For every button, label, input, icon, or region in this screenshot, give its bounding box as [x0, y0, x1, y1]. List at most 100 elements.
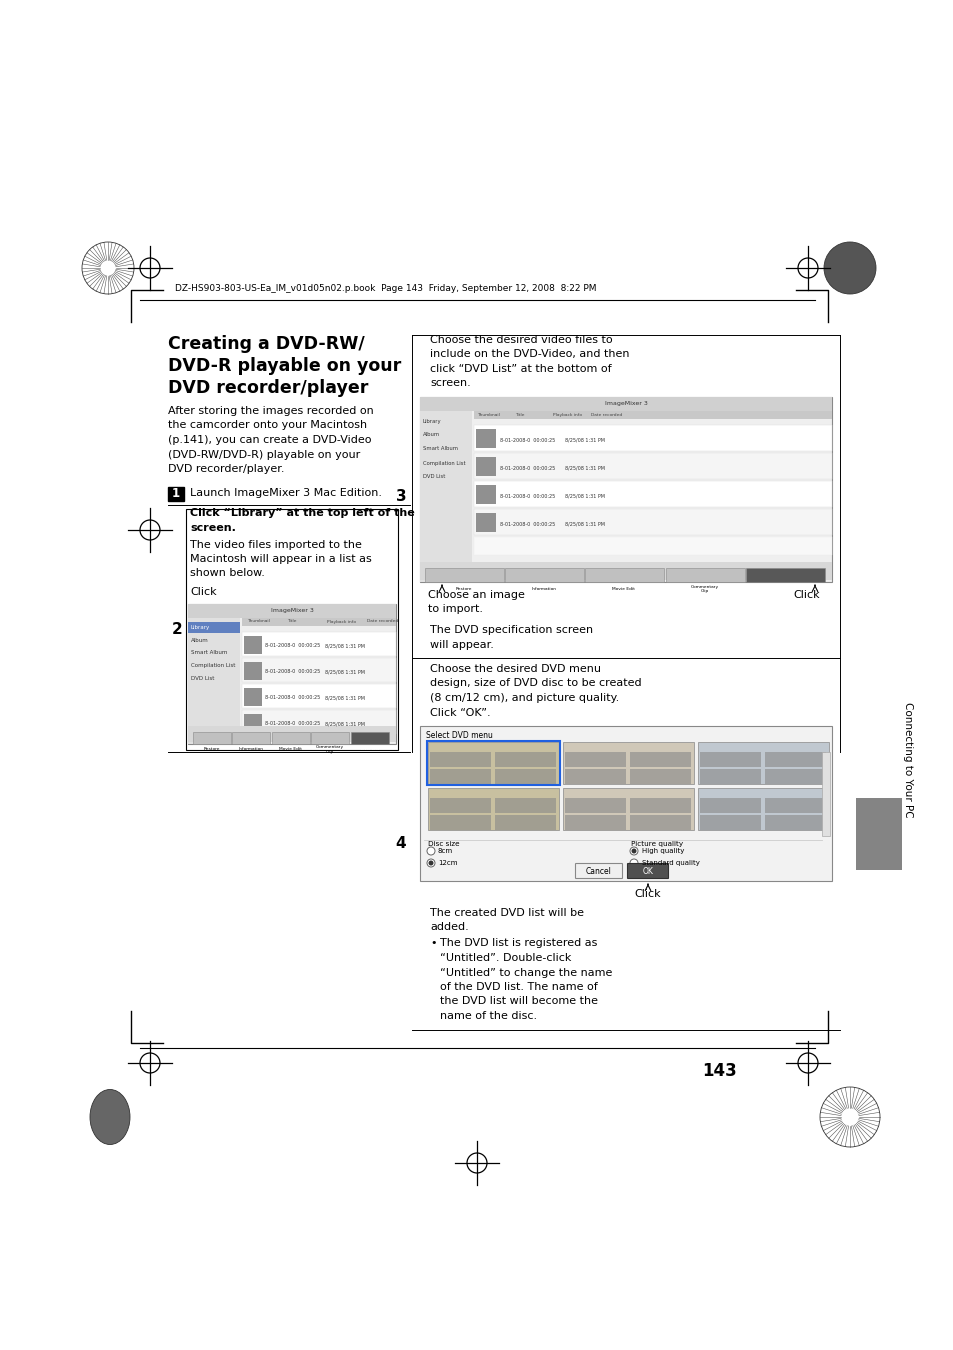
Text: Creating a DVD-RW/: Creating a DVD-RW/ [168, 335, 364, 352]
Text: DVD List: DVD List [775, 587, 793, 591]
Text: 8/25/08 1:31 PM: 8/25/08 1:31 PM [325, 721, 365, 726]
Text: screen.: screen. [430, 378, 470, 389]
Text: The video files imported to the: The video files imported to the [190, 540, 361, 549]
Text: Click “Library” at the top left of the: Click “Library” at the top left of the [190, 509, 415, 518]
Text: 8-01-2008-0  00:00:25: 8-01-2008-0 00:00:25 [265, 721, 320, 726]
Bar [474, 454, 831, 479]
Text: Album: Album [422, 432, 439, 437]
Bar [495, 769, 556, 784]
Text: 8-01-2008-0  00:00:25: 8-01-2008-0 00:00:25 [499, 466, 555, 471]
Bar [700, 752, 760, 767]
Text: 12cm: 12cm [437, 860, 457, 865]
Text: Playback info: Playback info [553, 413, 581, 417]
Text: Launch ImageMixer 3 Mac Edition.: Launch ImageMixer 3 Mac Edition. [190, 489, 381, 498]
Text: Library: Library [191, 625, 210, 629]
Bar [168, 486, 184, 501]
Bar [242, 683, 395, 707]
Text: Library: Library [422, 418, 441, 424]
Text: DVD List: DVD List [191, 676, 214, 682]
Text: “Untitled” to change the name: “Untitled” to change the name [439, 968, 612, 977]
Circle shape [427, 859, 435, 867]
Bar [232, 732, 270, 744]
Text: 8-01-2008-0  00:00:25: 8-01-2008-0 00:00:25 [265, 670, 320, 674]
Bar [504, 568, 583, 582]
Text: Click: Click [634, 890, 660, 899]
Text: Compilation List: Compilation List [191, 663, 235, 668]
Text: Click “OK”.: Click “OK”. [430, 707, 490, 717]
Ellipse shape [90, 1089, 130, 1145]
Text: (8 cm/12 cm), and picture quality.: (8 cm/12 cm), and picture quality. [430, 693, 618, 703]
Text: click “DVD List” at the bottom of: click “DVD List” at the bottom of [430, 364, 611, 374]
FancyBboxPatch shape [575, 864, 622, 879]
Text: Restore: Restore [204, 748, 220, 752]
Circle shape [427, 846, 435, 855]
Text: Title: Title [515, 413, 524, 417]
Bar [476, 485, 496, 504]
Text: 2: 2 [172, 621, 182, 636]
Text: 8/25/08 1:31 PM: 8/25/08 1:31 PM [325, 695, 365, 701]
Text: Date recorded: Date recorded [590, 413, 621, 417]
Text: Information: Information [238, 748, 263, 752]
Bar [629, 752, 690, 767]
Bar [474, 481, 831, 508]
Text: DVD recorder/player.: DVD recorder/player. [168, 464, 284, 474]
Bar [474, 410, 831, 418]
Text: Click: Click [190, 587, 216, 597]
Bar [629, 798, 690, 813]
Text: OK: OK [642, 867, 653, 876]
Text: 3: 3 [395, 489, 406, 504]
Bar [188, 621, 240, 633]
Bar [665, 568, 744, 582]
Bar [764, 798, 825, 813]
Bar [564, 815, 625, 830]
Circle shape [428, 860, 433, 865]
Text: 8-01-2008-0  00:00:25: 8-01-2008-0 00:00:25 [499, 494, 555, 498]
Bar [428, 743, 558, 784]
Bar [188, 617, 240, 744]
Bar [188, 603, 395, 744]
Bar [242, 632, 395, 656]
Circle shape [823, 242, 875, 294]
Text: Information: Information [531, 587, 556, 591]
Text: DZ-HS903-803-US-Ea_IM_v01d05n02.p.book  Page 143  Friday, September 12, 2008  8:: DZ-HS903-803-US-Ea_IM_v01d05n02.p.book P… [174, 284, 596, 293]
Bar [474, 509, 831, 535]
Text: 8/25/08 1:31 PM: 8/25/08 1:31 PM [564, 521, 604, 526]
Bar [193, 732, 231, 744]
Text: Cancel: Cancel [585, 867, 611, 876]
Text: “Untitled”. Double-click: “Untitled”. Double-click [439, 953, 571, 963]
Text: The created DVD list will be: The created DVD list will be [430, 907, 583, 918]
Bar [745, 568, 824, 582]
Text: (DVD-RW/DVD-R) playable on your: (DVD-RW/DVD-R) playable on your [168, 450, 360, 459]
Bar [430, 752, 491, 767]
Bar [700, 815, 760, 830]
Text: 8/25/08 1:31 PM: 8/25/08 1:31 PM [564, 494, 604, 498]
Text: 8/25/08 1:31 PM: 8/25/08 1:31 PM [325, 643, 365, 648]
Text: Commentary
Clip: Commentary Clip [690, 585, 719, 593]
Text: The DVD list is registered as: The DVD list is registered as [439, 938, 597, 949]
Bar [272, 732, 310, 744]
Text: 1: 1 [172, 487, 180, 500]
Bar [244, 636, 262, 653]
Text: Title: Title [287, 620, 296, 624]
Text: Standard quality: Standard quality [641, 860, 700, 865]
Text: the camcorder onto your Macintosh: the camcorder onto your Macintosh [168, 420, 367, 431]
Bar [419, 562, 831, 580]
Bar [476, 429, 496, 448]
Bar [476, 513, 496, 532]
Bar [244, 714, 262, 732]
Text: •: • [430, 938, 436, 949]
Text: 8-01-2008-0  00:00:25: 8-01-2008-0 00:00:25 [499, 521, 555, 526]
Text: Connecting to Your PC: Connecting to Your PC [902, 702, 912, 818]
Text: shown below.: shown below. [190, 568, 265, 579]
Text: DVD List: DVD List [422, 474, 445, 479]
Bar [476, 458, 496, 477]
Bar [562, 743, 693, 784]
Bar [495, 798, 556, 813]
Bar [188, 725, 395, 741]
Text: DVD List: DVD List [360, 748, 378, 752]
Text: 8/25/08 1:31 PM: 8/25/08 1:31 PM [325, 670, 365, 674]
Bar [474, 537, 831, 555]
Bar [351, 732, 389, 744]
Bar [430, 769, 491, 784]
Bar [244, 662, 262, 679]
